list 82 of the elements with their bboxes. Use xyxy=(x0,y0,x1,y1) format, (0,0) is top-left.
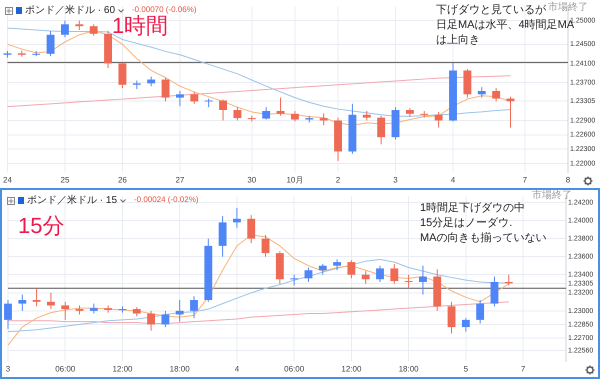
candlestick xyxy=(462,318,470,332)
candlestick xyxy=(46,292,55,310)
candlestick xyxy=(90,303,98,314)
chart-subtitle: -0.00024 (-0.02%) xyxy=(134,195,198,204)
candlestick xyxy=(4,300,12,330)
candlestick xyxy=(232,207,241,228)
candlestick xyxy=(448,301,456,334)
candlestick xyxy=(506,96,514,128)
x-tick-label: 06:00 xyxy=(55,364,76,374)
annotation: MAの向きも揃っていない xyxy=(420,232,546,246)
annotation: 1時間足下げダウの中 xyxy=(420,202,526,216)
candlestick xyxy=(118,62,126,89)
candlestick xyxy=(233,106,242,121)
candlestick xyxy=(492,88,500,102)
candlestick xyxy=(320,112,328,126)
candlestick xyxy=(190,296,198,319)
x-tick-label: 7 xyxy=(522,175,528,184)
x-tick-label: 06:00 xyxy=(284,364,305,374)
x-tick-label: 4 xyxy=(450,175,456,184)
x-tick-label: 4 xyxy=(234,364,240,374)
candlestick xyxy=(434,111,443,128)
x-tick-label: 18:00 xyxy=(170,364,190,374)
candlestick xyxy=(218,216,227,258)
x-tick-label: 12:00 xyxy=(112,364,134,374)
annotation: 市場終了 xyxy=(548,2,588,14)
candlestick xyxy=(190,91,198,104)
x-tick-label: 5 xyxy=(464,364,469,374)
candlestick xyxy=(219,99,227,121)
annotation: 15分足はノーダウ. xyxy=(420,217,512,231)
candlestick xyxy=(347,260,356,279)
chart-title: ポンド／米ドル · 15 xyxy=(27,194,118,207)
candlestick xyxy=(262,234,270,258)
candlestick xyxy=(390,263,398,284)
annotation: 下げダウと見ているが xyxy=(436,4,546,18)
candlestick xyxy=(404,274,413,289)
x-tick-label: 7 xyxy=(520,364,526,374)
candlestick xyxy=(162,77,170,102)
candlestick xyxy=(290,110,299,122)
candlestick xyxy=(362,270,370,284)
candlestick xyxy=(60,20,69,38)
x-tick-label: 24 xyxy=(2,175,12,184)
chart-subtitle: -0.00070 (-0.06%) xyxy=(132,5,196,14)
candlestick xyxy=(418,265,427,296)
candlestick xyxy=(90,24,98,36)
candlestick xyxy=(176,90,184,107)
annotation: 15分 xyxy=(18,212,64,240)
candlestick xyxy=(161,310,170,328)
candlestick xyxy=(376,265,384,282)
candlestick xyxy=(176,300,184,322)
candlestick xyxy=(132,306,141,317)
candlestick xyxy=(18,294,26,312)
x-tick-label: 10月 xyxy=(286,175,304,184)
candlestick xyxy=(377,115,386,145)
x-tick-label: 12:00 xyxy=(341,364,362,374)
x-tick-label: 18:00 xyxy=(398,364,420,374)
x-tick-label: 27 xyxy=(175,175,185,184)
candlestick xyxy=(147,76,156,87)
candlestick xyxy=(290,274,298,286)
candlestick xyxy=(32,288,41,307)
x-tick-label: 3 xyxy=(393,175,398,184)
candlestick xyxy=(333,258,342,271)
candlestick xyxy=(476,300,484,324)
candlestick xyxy=(46,30,55,57)
x-tick-label: 8 xyxy=(566,175,571,184)
x-tick-label: 30 xyxy=(247,175,257,184)
x-tick-label: 25 xyxy=(60,175,70,184)
candlestick xyxy=(76,304,84,315)
candlestick xyxy=(61,301,70,320)
candlestick xyxy=(463,68,472,98)
candlestick xyxy=(276,97,284,116)
x-tick-label: 3 xyxy=(6,364,11,374)
candlestick xyxy=(247,214,256,244)
candlestick xyxy=(262,106,270,120)
candlestick xyxy=(147,310,156,332)
x-tick-label: 2 xyxy=(336,175,341,184)
annotation: は上向き xyxy=(436,34,480,48)
candlestick xyxy=(478,86,486,98)
candlestick xyxy=(490,276,498,307)
candlestick xyxy=(504,274,513,286)
candlestick xyxy=(318,263,327,276)
candlestick xyxy=(304,267,312,282)
x-tick-label: 26 xyxy=(118,175,128,184)
